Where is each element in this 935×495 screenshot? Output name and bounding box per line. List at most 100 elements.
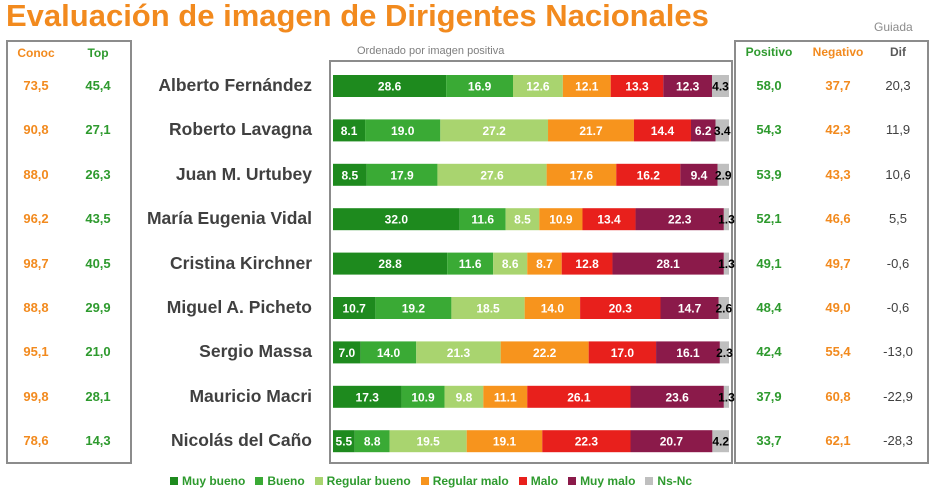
- bar-value-label: 17.9: [390, 168, 414, 182]
- bar-value-label: 12.3: [676, 80, 700, 94]
- bar-segment: [493, 252, 528, 275]
- bar-segment: [660, 297, 719, 319]
- bar-segment: [723, 385, 729, 408]
- positivo-value: 37,9: [756, 388, 782, 404]
- positivo-value: 42,4: [756, 344, 782, 360]
- negativo-value: 60,8: [825, 388, 851, 404]
- legend-item: Regular bueno: [314, 474, 411, 488]
- bar-segment: [446, 75, 513, 97]
- bar-segment: [548, 119, 634, 142]
- positivo-value: 48,4: [756, 300, 782, 315]
- conoc-value: 98,7: [23, 255, 49, 271]
- bar-value-label: 19.1: [493, 435, 517, 449]
- positivo-value: 53,9: [756, 166, 782, 182]
- header-top: Top: [87, 46, 109, 60]
- bar-segment: [635, 208, 724, 231]
- bar-segment: [500, 341, 589, 364]
- bar-segment: [719, 341, 729, 364]
- bar-value-label: 17.0: [611, 346, 635, 360]
- bar-segment: [416, 341, 501, 364]
- bar-value-label: 3.4: [714, 124, 731, 138]
- bar-segment: [718, 297, 729, 319]
- leader-name: Alberto Fernández: [158, 75, 312, 95]
- bar-value-label: 16.9: [468, 80, 492, 94]
- legend-item: Malo: [518, 474, 558, 488]
- bar-value-label: 18.5: [476, 302, 500, 316]
- legend-item: Muy bueno: [170, 474, 245, 488]
- legend-swatch: [518, 477, 527, 485]
- legend-swatch: [420, 477, 429, 485]
- bar-segment: [437, 163, 547, 186]
- dif-value: 11,9: [885, 122, 911, 138]
- bar-value-label: 2.3: [716, 346, 733, 360]
- bar-value-label: 8.7: [536, 257, 553, 271]
- bar-segment: [588, 341, 657, 364]
- right-stats-box: [734, 40, 929, 464]
- bar-value-label: 4.2: [712, 435, 729, 449]
- bar-value-label: 20.7: [660, 435, 684, 449]
- bar-value-label: 1.3: [718, 390, 735, 404]
- bar-segment: [723, 252, 729, 275]
- bar-value-label: 26.1: [567, 390, 591, 404]
- bar-segment: [690, 119, 716, 142]
- bar-segment: [333, 341, 361, 364]
- bar-value-label: 8.5: [514, 213, 531, 227]
- leader-name: Cristina Kirchner: [170, 252, 312, 273]
- bar-segment: [333, 385, 402, 408]
- bar-segment: [663, 75, 712, 97]
- dif-value: 10,6: [885, 166, 911, 182]
- bar-value-label: 32.0: [385, 213, 409, 227]
- legend-swatch: [568, 477, 577, 485]
- bar-value-label: 2.6: [716, 302, 733, 316]
- bar-segment: [524, 297, 581, 319]
- top-value: 28,1: [85, 388, 111, 404]
- top-value: 27,1: [85, 122, 111, 138]
- bar-segment: [723, 208, 729, 231]
- bar-segment: [365, 119, 441, 142]
- bar-segment: [333, 208, 460, 231]
- bar-value-label: 22.3: [668, 213, 692, 227]
- bar-segment: [717, 163, 729, 186]
- legend-label: Muy malo: [580, 474, 636, 488]
- bar-value-label: 11.6: [459, 257, 482, 271]
- bar-segment: [715, 119, 729, 142]
- page-title: Evaluación de imagen de Dirigentes Nacio…: [6, 0, 709, 33]
- bar-segment: [360, 341, 417, 364]
- header-positivo: Positivo: [745, 45, 793, 59]
- top-value: 21,0: [85, 344, 111, 360]
- bar-segment: [366, 163, 438, 186]
- bar-value-label: 16.1: [676, 346, 700, 360]
- legend-item: Ns-Nc: [645, 474, 692, 488]
- bar-value-label: 14.0: [541, 302, 565, 316]
- bar-segment: [546, 163, 617, 186]
- legend-label: Regular malo: [432, 474, 509, 488]
- bar-segment: [333, 297, 376, 319]
- dif-value: -0,6: [886, 255, 910, 271]
- bar-segment: [712, 430, 729, 453]
- legend-swatch: [170, 477, 178, 485]
- bar-segment: [401, 385, 445, 408]
- bar-segment: [656, 341, 720, 364]
- bar-value-label: 19.0: [391, 124, 415, 138]
- positivo-value: 58,0: [756, 78, 782, 93]
- bar-value-label: 11.6: [471, 213, 494, 227]
- leader-name: Mauricio Macri: [189, 385, 312, 406]
- subtitle: Guiada: [874, 20, 913, 34]
- bar-value-label: 23.6: [665, 390, 689, 404]
- bar-value-label: 21.3: [447, 346, 471, 360]
- header-negativo: Negativo: [812, 45, 864, 59]
- top-value: 26,3: [85, 166, 111, 182]
- bar-segment: [612, 252, 724, 275]
- legend-label: Muy bueno: [182, 474, 246, 488]
- bar-value-label: 10.7: [343, 302, 367, 316]
- bar-value-label: 2.9: [715, 168, 732, 182]
- legend-item: Muy malo: [568, 474, 635, 488]
- negativo-value: 55,4: [825, 344, 851, 360]
- top-value: 45,4: [85, 78, 111, 93]
- bar-value-label: 22.2: [533, 346, 557, 360]
- bar-value-label: 17.6: [570, 168, 594, 182]
- dif-value: -13,0: [883, 344, 913, 360]
- top-value: 14,3: [85, 433, 111, 449]
- bar-value-label: 19.2: [402, 302, 426, 316]
- positivo-value: 52,1: [756, 211, 782, 227]
